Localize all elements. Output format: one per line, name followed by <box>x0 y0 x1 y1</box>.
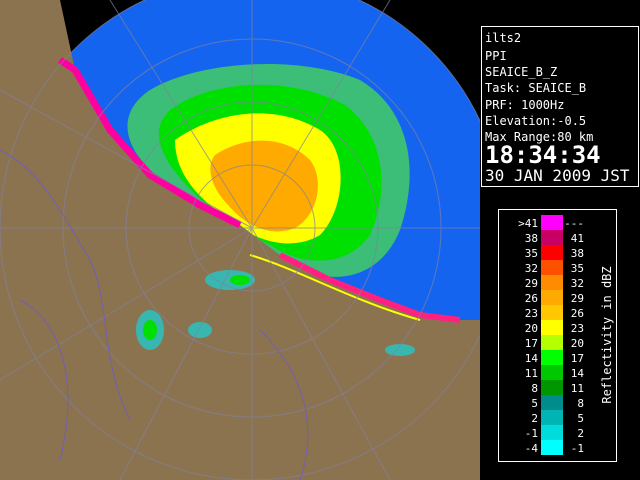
legend-high: --- <box>564 217 584 230</box>
legend-high: 41 <box>571 232 584 245</box>
legend-low: 38 <box>525 232 538 245</box>
rivers <box>0 149 309 480</box>
land <box>0 0 480 480</box>
legend-swatch <box>541 425 563 440</box>
coast-clutter <box>58 57 242 229</box>
site: ilts2 <box>485 31 521 45</box>
legend-swatch <box>541 410 563 425</box>
legend-swatch <box>541 440 563 455</box>
legend-high: 38 <box>571 247 584 260</box>
legend-low: -4 <box>525 442 539 455</box>
legend-swatch <box>541 335 563 350</box>
legend-swatch <box>541 260 563 275</box>
legend-high: 17 <box>571 352 584 365</box>
legend-low: 5 <box>531 397 538 410</box>
prf: PRF: 1000Hz <box>485 98 564 112</box>
date: 30 JAN 2009 JST <box>485 166 630 185</box>
legend-swatch <box>541 290 563 305</box>
legend-swatch <box>541 365 563 380</box>
legend-high: 23 <box>571 322 584 335</box>
legend-low: 8 <box>531 382 538 395</box>
legend-low: -1 <box>525 427 538 440</box>
legend-swatch <box>541 350 563 365</box>
legend-low: 2 <box>531 412 538 425</box>
legend-low: 35 <box>525 247 538 260</box>
legend-low: 29 <box>525 277 538 290</box>
coast-clutter <box>278 252 461 323</box>
legend-high: 32 <box>571 277 584 290</box>
legend-swatch <box>541 230 563 245</box>
coast-echo <box>249 254 421 321</box>
legend-high: -1 <box>571 442 584 455</box>
info-box <box>481 26 639 187</box>
task: Task: SEAICE_B <box>485 81 586 95</box>
legend-high: 26 <box>571 307 584 320</box>
legend-high: 35 <box>571 262 584 275</box>
legend-high: 20 <box>571 337 584 350</box>
legend-low: 14 <box>525 352 539 365</box>
legend-swatch <box>541 380 563 395</box>
legend-swatch <box>541 320 563 335</box>
legend-swatch <box>541 305 563 320</box>
radar-image <box>0 0 480 480</box>
legend-high: 2 <box>577 427 584 440</box>
legend-high: 8 <box>577 397 584 410</box>
legend-swatch <box>541 245 563 260</box>
legend-title: Reflectivity in dBZ <box>600 266 614 403</box>
legend-low: 23 <box>525 307 538 320</box>
product: SEAICE_B_Z <box>485 65 557 79</box>
legend-swatch <box>541 395 563 410</box>
legend-low: 32 <box>525 262 538 275</box>
range-rings <box>0 0 480 480</box>
legend-swatch <box>541 275 563 290</box>
legend-low: 11 <box>525 367 538 380</box>
max-range: Max Range:80 km <box>485 130 593 144</box>
legend-low: >41 <box>518 217 538 230</box>
legend-high: 5 <box>577 412 584 425</box>
time: 18:34:34 <box>485 141 601 169</box>
legend-high: 14 <box>571 367 585 380</box>
legend-swatch <box>541 215 563 230</box>
land-echoes-green <box>143 275 250 340</box>
legend-low: 17 <box>525 337 538 350</box>
legend-low: 20 <box>525 322 538 335</box>
legend-high: 11 <box>571 382 584 395</box>
elevation: Elevation:-0.5 <box>485 114 586 128</box>
legend-high: 29 <box>571 292 584 305</box>
scan: PPI <box>485 49 507 63</box>
legend-low: 26 <box>525 292 538 305</box>
